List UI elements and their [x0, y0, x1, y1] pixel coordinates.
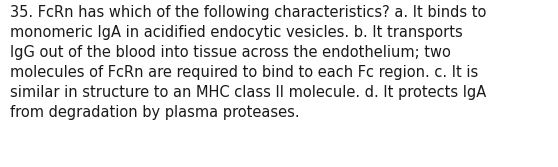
- Text: 35. FcRn has which of the following characteristics? a. It binds to
monomeric Ig: 35. FcRn has which of the following char…: [10, 5, 487, 120]
